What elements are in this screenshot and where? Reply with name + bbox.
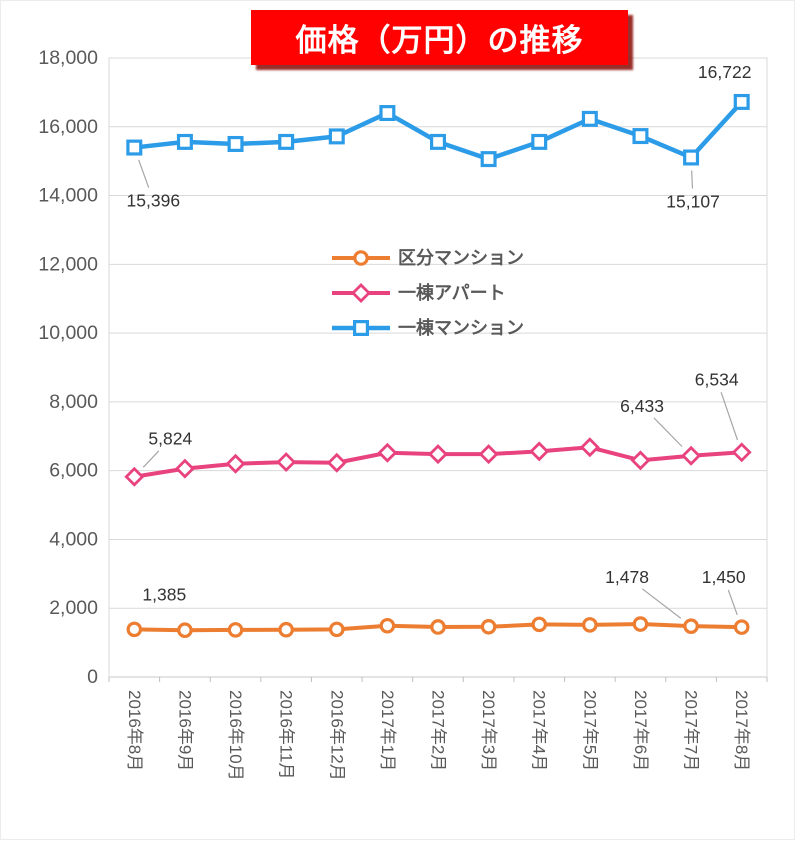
leader-line (142, 450, 160, 468)
data-label: 1,385 (142, 584, 186, 604)
leader-line (691, 170, 694, 189)
series-1-marker (681, 445, 702, 466)
y-axis-label: 18,000 (38, 47, 98, 69)
data-label: 1,478 (605, 567, 649, 587)
x-axis-label: 2017年2月 (429, 690, 448, 771)
series-1-marker (478, 444, 499, 465)
data-label: 6,433 (620, 396, 664, 416)
series-2-marker (733, 93, 750, 110)
x-axis-label: 2017年8月 (732, 690, 751, 771)
y-axis-label: 12,000 (38, 253, 98, 275)
legend-swatch-marker (353, 250, 369, 266)
y-axis-label: 0 (87, 666, 98, 688)
x-axis-label: 2017年4月 (530, 690, 549, 771)
series-0-marker (278, 621, 294, 638)
series-1-marker (428, 444, 448, 465)
series-1-marker (377, 442, 398, 463)
series-2-marker (581, 110, 598, 127)
data-label: 1,450 (702, 567, 746, 587)
data-label: 15,107 (666, 191, 720, 211)
y-axis-label: 14,000 (38, 185, 98, 207)
series-0-marker (328, 621, 345, 638)
series-2-marker (480, 151, 497, 168)
x-axis-label: 2016年11月 (277, 690, 296, 779)
series-0-marker (632, 616, 649, 632)
y-axis-label: 4,000 (49, 528, 98, 550)
series-0-marker (480, 618, 497, 635)
series-1-marker (225, 453, 246, 474)
leader-line (138, 159, 150, 188)
plot-border (108, 57, 768, 678)
series-0-marker (582, 617, 598, 633)
series-1-marker (326, 452, 347, 473)
y-axis-label: 6,000 (49, 460, 98, 482)
x-axis-label: 2017年5月 (580, 690, 599, 771)
x-axis-label: 2016年9月 (175, 690, 194, 771)
y-axis-label: 10,000 (38, 322, 98, 344)
series-2-marker (126, 139, 143, 156)
series-0-marker (430, 619, 446, 635)
series-1-marker (276, 452, 297, 473)
series-0-marker (733, 619, 750, 635)
x-axis-label: 2016年8月 (125, 690, 144, 771)
series-1-marker (174, 458, 195, 479)
series-2-marker (379, 105, 396, 122)
series-0-marker (177, 622, 193, 639)
leader-line (653, 417, 683, 447)
leader-line (641, 588, 682, 619)
series-1-marker (630, 450, 651, 471)
series-2-marker (632, 128, 649, 145)
data-label: 15,396 (127, 191, 181, 211)
chart-title-text: 価格（万円）の推移 (295, 23, 584, 58)
series-2-marker (430, 133, 447, 150)
x-axis-label: 2016年12月 (327, 690, 346, 781)
series-1-marker (731, 442, 752, 463)
y-axis-label: 8,000 (49, 391, 98, 413)
series-0-marker (531, 616, 548, 633)
x-axis-label: 2017年1月 (378, 690, 397, 771)
data-label: 16,722 (698, 62, 752, 82)
x-axis-label: 2017年6月 (631, 690, 650, 771)
series-2-marker (683, 149, 700, 166)
leader-line (727, 589, 738, 616)
legend-label: 区分マンション (398, 248, 524, 268)
series-0-marker (683, 618, 699, 634)
legend-swatch-marker (351, 283, 371, 303)
leader-line (720, 391, 739, 441)
series-0-marker (126, 621, 143, 638)
series-2-marker (227, 135, 244, 152)
series-0-marker (227, 622, 244, 638)
x-axis-label: 2017年3月 (479, 690, 498, 771)
y-axis-label: 16,000 (38, 116, 98, 138)
x-axis-label: 2017年7月 (682, 690, 701, 771)
y-axis-label: 2,000 (49, 597, 98, 619)
data-label: 5,824 (148, 429, 192, 449)
series-1-marker (529, 441, 550, 462)
series-2-marker (176, 133, 193, 150)
legend-swatch-marker (353, 320, 370, 337)
data-label: 6,534 (695, 369, 739, 389)
x-axis-label: 2016年10月 (226, 690, 245, 781)
legend-label: 一棟マンション (398, 317, 524, 338)
series-2-marker (278, 133, 295, 150)
series-1-marker (124, 466, 145, 487)
series-0-marker (379, 617, 396, 634)
chart-title: 価格（万円）の推移 (251, 10, 628, 65)
series-2-marker (328, 128, 345, 145)
series-1-marker (579, 437, 600, 458)
series-line-2 (132, 99, 744, 162)
legend-label: 一棟アパート (398, 282, 506, 303)
series-2-marker (531, 133, 548, 150)
